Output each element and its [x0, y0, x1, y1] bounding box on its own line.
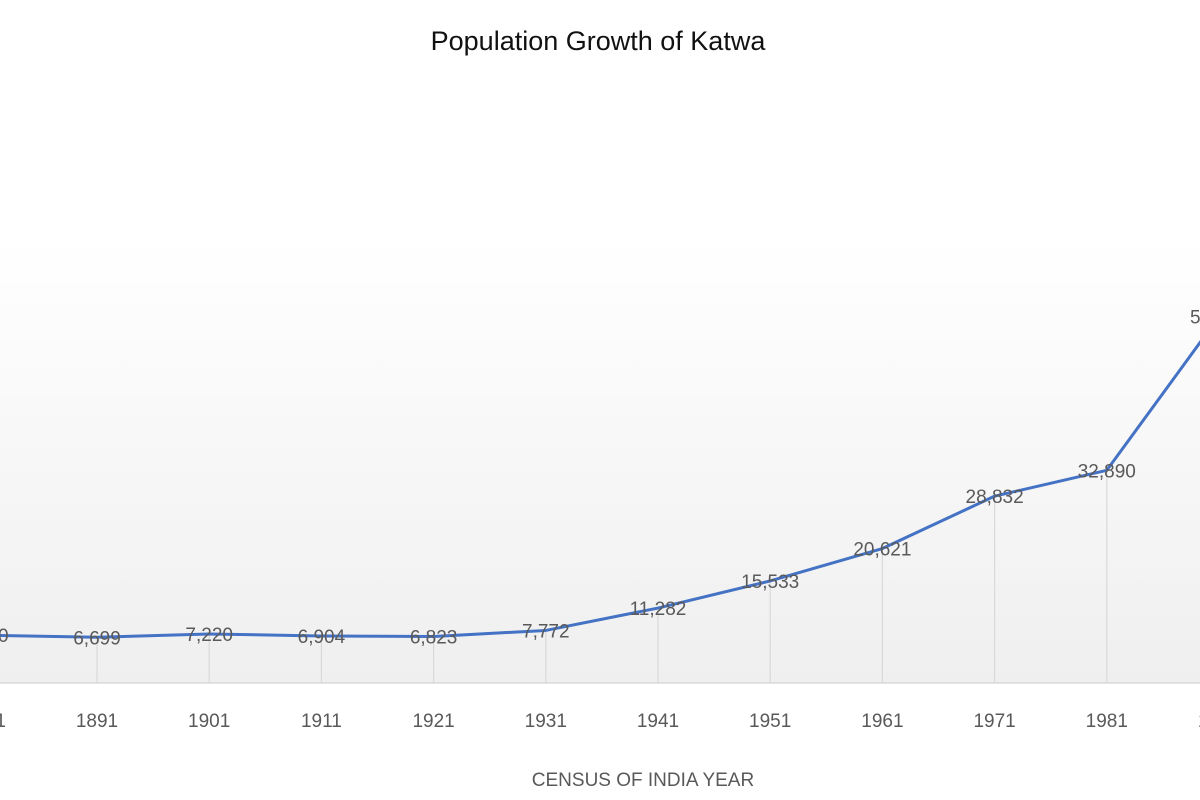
data-label: 32,890: [1078, 461, 1136, 482]
data-label: 15,533: [741, 572, 799, 593]
data-label: 28,832: [966, 487, 1024, 508]
x-tick-label: 1971: [973, 711, 1015, 732]
data-label: 6,904: [298, 627, 346, 648]
data-label: 57,000: [1190, 308, 1200, 329]
data-label: 20,621: [853, 540, 911, 561]
x-tick-label: 1961: [861, 711, 903, 732]
x-tick-label: 1991: [1198, 711, 1200, 732]
data-label: 6,699: [73, 628, 121, 649]
x-tick-label: 1911: [301, 711, 342, 732]
chart-title: Population Growth of Katwa: [431, 26, 767, 56]
x-tick-label: 1981: [1086, 711, 1128, 732]
x-tick-label: 1881: [0, 711, 6, 732]
x-tick-label: 1921: [412, 711, 454, 732]
x-tick-label: 1931: [525, 711, 567, 732]
x-axis-title: CENSUS OF INDIA YEAR: [532, 770, 754, 791]
data-label: 6,823: [410, 627, 458, 648]
data-label: 7,772: [522, 621, 570, 642]
data-label: 7,020: [0, 626, 9, 647]
x-tick-label: 1941: [637, 711, 679, 732]
x-tick-label: 1901: [188, 711, 230, 732]
series-line: [0, 340, 1200, 639]
data-label: 11,282: [630, 599, 687, 620]
plot-background: [0, 0, 1200, 683]
x-tick-label: 1951: [749, 711, 791, 732]
data-label: 7,220: [185, 625, 233, 646]
x-tick-label: 1891: [76, 711, 118, 732]
